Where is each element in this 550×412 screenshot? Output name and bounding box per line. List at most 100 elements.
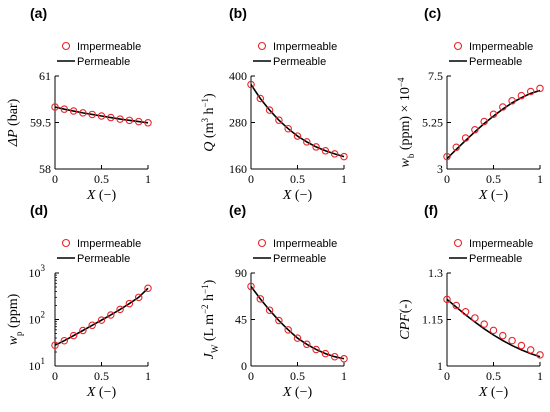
x-tick-label: 0.5 (486, 369, 501, 383)
data-point-impermeable (489, 326, 498, 335)
panel-letter: (c) (424, 5, 441, 21)
data-point-impermeable (60, 105, 69, 113)
panel-letter: (a) (30, 5, 47, 21)
data-point-impermeable (134, 117, 143, 126)
data-point-impermeable (499, 103, 507, 111)
data-point-impermeable (312, 345, 320, 354)
legend-label-impermeable: Impermeable (273, 41, 337, 53)
legend-marker-impermeable (61, 238, 71, 248)
x-tick-label: 1 (145, 369, 151, 383)
data-point-impermeable (88, 321, 96, 330)
x-axis-label: X (−) (282, 385, 313, 400)
data-point-impermeable (461, 134, 470, 142)
data-point-impermeable (116, 115, 124, 123)
legend-label-impermeable: Impermeable (469, 41, 533, 53)
data-point-impermeable (303, 138, 311, 146)
x-tick-label: 1 (341, 369, 347, 383)
data-point-impermeable (134, 293, 143, 302)
legend-label-permeable: Permeable (273, 253, 326, 265)
x-tick-label: 1 (341, 172, 347, 186)
data-point-impermeable (499, 331, 507, 340)
data-point-impermeable (144, 284, 152, 292)
y-axis-label: Q (m3 h−1) (200, 93, 217, 152)
x-tick-label: 0 (52, 172, 58, 186)
x-tick-label: 0.5 (290, 172, 305, 186)
legend-marker-impermeable (257, 238, 267, 248)
data-point-impermeable (284, 124, 292, 133)
data-point-impermeable (256, 295, 265, 303)
y-axis-label: wb (ppm) × 10−4 (396, 77, 416, 168)
data-point-impermeable (480, 320, 488, 328)
y-axis-label: JW (L m−2 h−1) (200, 279, 220, 359)
data-point-impermeable (340, 355, 348, 363)
data-point-impermeable (293, 132, 302, 140)
panel-letter: (f) (424, 202, 438, 218)
panel-e: (e) 0 0.5 1 0 45 90 X (−) JW (L m−2 h−1) Impermea… (200, 202, 348, 400)
panel-b: (b) 0 0.5 1 160 280 400 X (−) Q (m3 h−1) Impermea… (200, 5, 348, 203)
legend-label-permeable: Permeable (469, 253, 522, 265)
legend-marker-impermeable (453, 238, 463, 248)
series-line-permeable (446, 89, 541, 160)
x-tick-label: 0 (248, 172, 254, 186)
data-point-impermeable (79, 326, 87, 335)
x-tick-label: 0.5 (290, 369, 305, 383)
x-axis-label: X (−) (478, 188, 509, 203)
data-point-impermeable (508, 97, 516, 105)
data-point-impermeable (284, 326, 292, 334)
y-tick-label: 400 (229, 69, 247, 83)
data-point-impermeable (452, 301, 461, 310)
x-tick-label: 0.5 (94, 369, 109, 383)
legend-label-permeable: Permeable (77, 253, 130, 265)
data-point-impermeable (256, 94, 265, 103)
data-point-impermeable (144, 119, 152, 127)
y-tick-label: 1.3 (428, 266, 443, 280)
y-axis-label: ΔP (bar) (6, 98, 21, 147)
data-point-impermeable (321, 147, 330, 155)
y-axis-label: wp (ppm) (6, 293, 24, 345)
x-tick-label: 0 (248, 369, 254, 383)
data-point-impermeable (275, 116, 283, 124)
data-point-impermeable (88, 110, 96, 119)
panel-letter: (b) (229, 5, 247, 21)
data-point-impermeable (97, 112, 106, 120)
y-tick-label: 0 (241, 359, 247, 373)
x-tick-label: 0 (444, 172, 450, 186)
data-point-impermeable (125, 116, 134, 125)
data-point-impermeable (247, 80, 255, 89)
data-point-impermeable (97, 316, 106, 324)
legend-marker-impermeable (257, 41, 267, 51)
data-point-impermeable (265, 106, 274, 114)
data-point-impermeable (275, 316, 283, 325)
panel-c: (c) 0 0.5 1 3 5.25 7.5 X (−) wb (ppm) × 10−4 Impe… (396, 5, 544, 203)
legend-marker-impermeable (453, 41, 463, 51)
data-point-impermeable (443, 295, 451, 304)
legend-label-permeable: Permeable (77, 56, 130, 68)
x-tick-label: 1 (537, 172, 543, 186)
data-point-impermeable (312, 143, 320, 151)
x-tick-label: 0.5 (94, 172, 109, 186)
data-point-impermeable (340, 152, 348, 161)
data-point-impermeable (471, 125, 479, 134)
y-tick-label: 1 (437, 359, 443, 373)
y-tick-label: 59.5 (30, 116, 51, 130)
x-axis-label: X (−) (478, 385, 509, 400)
data-point-impermeable (330, 150, 339, 158)
data-point-impermeable (517, 341, 526, 350)
y-tick-label: 3 (437, 162, 443, 176)
data-point-impermeable (489, 110, 498, 118)
y-axis-label: CPF(-) (398, 299, 413, 340)
y-tick-label: 7.5 (428, 69, 443, 83)
data-point-impermeable (536, 84, 544, 93)
panel-letter: (d) (30, 202, 48, 218)
y-tick-label: 58 (39, 162, 51, 176)
data-point-impermeable (247, 282, 255, 291)
data-point-impermeable (471, 314, 479, 322)
data-point-impermeable (461, 307, 470, 316)
legend-label-permeable: Permeable (273, 56, 326, 68)
x-tick-label: 0.5 (486, 172, 501, 186)
y-tick-label: 102 (29, 310, 46, 327)
legend-label-impermeable: Impermeable (469, 238, 533, 250)
x-tick-label: 1 (537, 369, 543, 383)
y-tick-label: 61 (39, 69, 51, 83)
